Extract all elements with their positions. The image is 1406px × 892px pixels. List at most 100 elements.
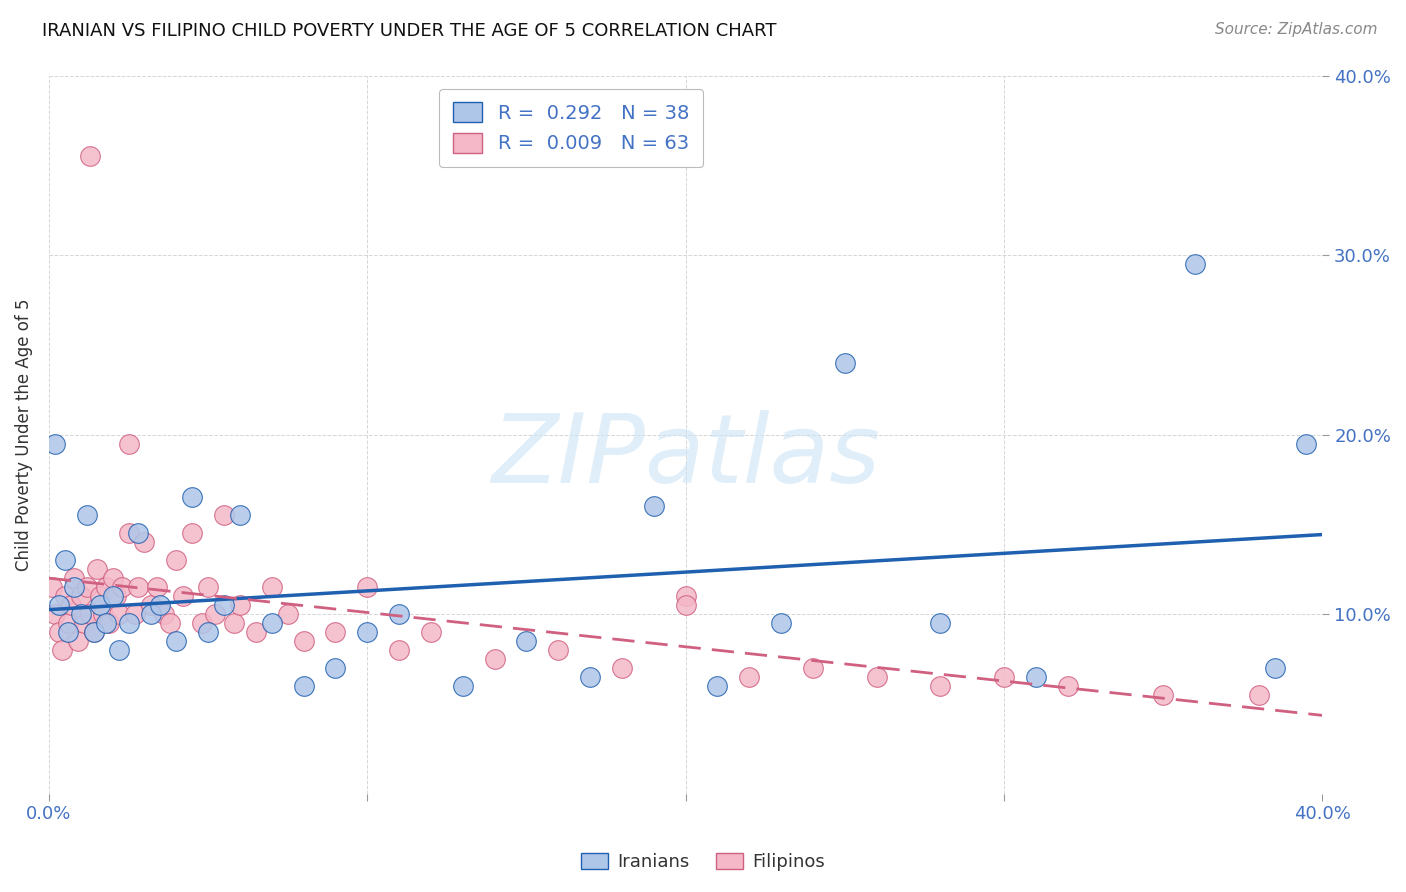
Point	[1247, 688, 1270, 702]
Point	[172, 589, 194, 603]
Point	[675, 598, 697, 612]
Point	[292, 634, 315, 648]
Point	[108, 643, 131, 657]
Point	[48, 625, 70, 640]
Point	[229, 508, 252, 523]
Point	[292, 679, 315, 693]
Point	[108, 607, 131, 621]
Point	[53, 553, 76, 567]
Point	[1295, 436, 1317, 450]
Point	[229, 598, 252, 612]
Point	[69, 589, 91, 603]
Point	[127, 526, 149, 541]
Point	[738, 670, 761, 684]
Point	[96, 616, 118, 631]
Point	[124, 607, 146, 621]
Point	[60, 598, 83, 612]
Point	[515, 634, 537, 648]
Point	[610, 661, 633, 675]
Point	[1056, 679, 1078, 693]
Point	[197, 580, 219, 594]
Point	[181, 526, 204, 541]
Legend: R =  0.292   N = 38, R =  0.009   N = 63: R = 0.292 N = 38, R = 0.009 N = 63	[440, 89, 703, 167]
Point	[245, 625, 267, 640]
Point	[117, 436, 139, 450]
Point	[260, 616, 283, 631]
Point	[388, 607, 411, 621]
Point	[420, 625, 443, 640]
Point	[325, 625, 347, 640]
Point	[929, 616, 952, 631]
Point	[212, 508, 235, 523]
Point	[83, 625, 105, 640]
Point	[127, 580, 149, 594]
Legend: Iranians, Filipinos: Iranians, Filipinos	[574, 846, 832, 879]
Point	[212, 598, 235, 612]
Point	[579, 670, 602, 684]
Point	[929, 679, 952, 693]
Point	[79, 607, 101, 621]
Point	[165, 553, 187, 567]
Point	[56, 625, 79, 640]
Point	[1184, 257, 1206, 271]
Point	[770, 616, 793, 631]
Point	[76, 580, 98, 594]
Point	[484, 652, 506, 666]
Point	[104, 589, 127, 603]
Point	[277, 607, 299, 621]
Point	[866, 670, 889, 684]
Point	[191, 616, 214, 631]
Point	[63, 571, 86, 585]
Point	[356, 625, 378, 640]
Point	[159, 616, 181, 631]
Point	[73, 616, 96, 631]
Point	[51, 643, 73, 657]
Point	[643, 500, 665, 514]
Point	[96, 580, 118, 594]
Y-axis label: Child Poverty Under the Age of 5: Child Poverty Under the Age of 5	[15, 298, 32, 571]
Point	[117, 616, 139, 631]
Point	[146, 580, 169, 594]
Point	[117, 526, 139, 541]
Point	[69, 607, 91, 621]
Text: IRANIAN VS FILIPINO CHILD POVERTY UNDER THE AGE OF 5 CORRELATION CHART: IRANIAN VS FILIPINO CHILD POVERTY UNDER …	[42, 22, 776, 40]
Point	[91, 607, 114, 621]
Point	[165, 634, 187, 648]
Point	[63, 580, 86, 594]
Point	[197, 625, 219, 640]
Point	[139, 607, 162, 621]
Point	[89, 589, 111, 603]
Text: ZIPatlas: ZIPatlas	[491, 409, 880, 502]
Point	[98, 616, 121, 631]
Point	[56, 616, 79, 631]
Point	[48, 598, 70, 612]
Point	[44, 607, 66, 621]
Point	[801, 661, 824, 675]
Point	[1025, 670, 1047, 684]
Point	[86, 562, 108, 576]
Point	[41, 580, 63, 594]
Point	[325, 661, 347, 675]
Point	[204, 607, 226, 621]
Point	[44, 436, 66, 450]
Point	[675, 589, 697, 603]
Point	[101, 589, 124, 603]
Point	[1152, 688, 1174, 702]
Point	[79, 149, 101, 163]
Point	[53, 589, 76, 603]
Point	[111, 580, 134, 594]
Text: Source: ZipAtlas.com: Source: ZipAtlas.com	[1215, 22, 1378, 37]
Point	[149, 598, 172, 612]
Point	[181, 491, 204, 505]
Point	[451, 679, 474, 693]
Point	[356, 580, 378, 594]
Point	[1264, 661, 1286, 675]
Point	[83, 625, 105, 640]
Point	[152, 607, 174, 621]
Point	[834, 356, 856, 370]
Point	[260, 580, 283, 594]
Point	[706, 679, 728, 693]
Point	[993, 670, 1015, 684]
Point	[139, 598, 162, 612]
Point	[388, 643, 411, 657]
